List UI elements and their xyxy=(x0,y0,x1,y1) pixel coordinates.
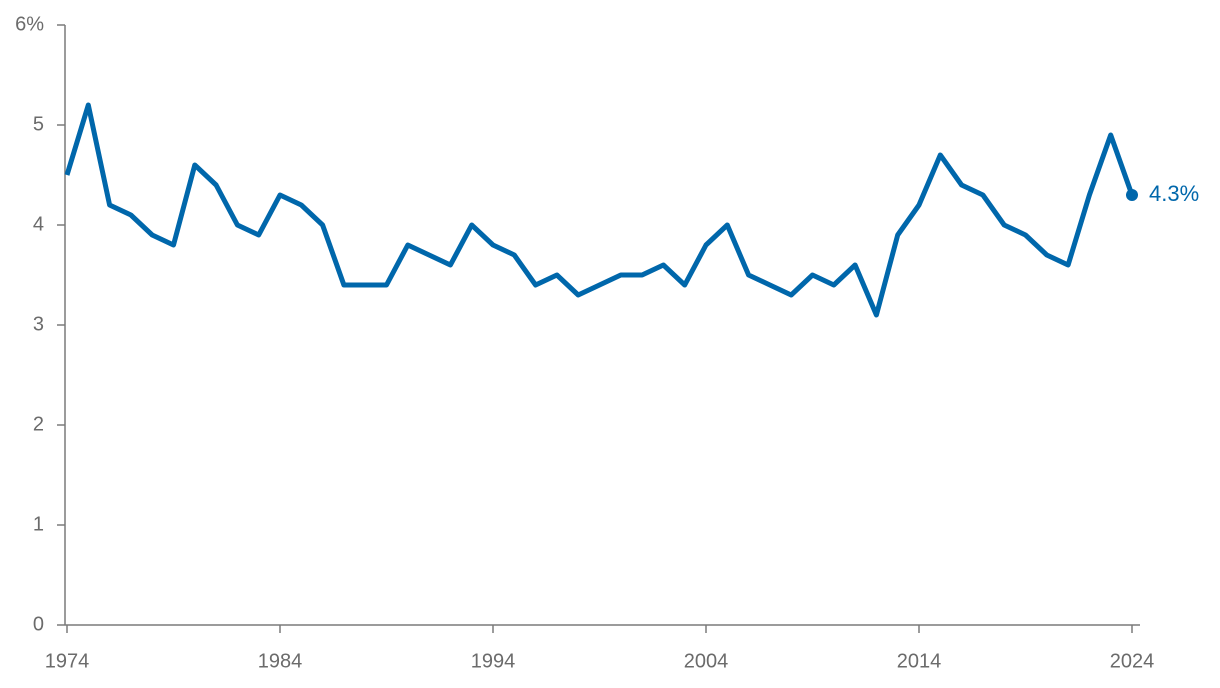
y-tick-label: 2 xyxy=(33,413,44,435)
y-tick-label: 5 xyxy=(33,113,44,135)
y-tick-label: 4 xyxy=(33,213,44,235)
x-tick-label: 2004 xyxy=(684,650,729,672)
series-line xyxy=(64,102,1135,318)
end-point xyxy=(1126,189,1138,201)
x-tick-label: 1974 xyxy=(45,650,90,672)
y-tick-label: 1 xyxy=(33,513,44,535)
x-tick-label: 1994 xyxy=(471,650,516,672)
y-tick-label: 3 xyxy=(33,313,44,335)
y-tick-label: 6% xyxy=(15,13,44,35)
x-tick-label: 2014 xyxy=(897,650,942,672)
end-label: 4.3% xyxy=(1149,181,1199,206)
y-tick-label: 0 xyxy=(33,613,44,635)
x-tick-label: 2024 xyxy=(1110,650,1155,672)
x-tick-label: 1984 xyxy=(258,650,303,672)
